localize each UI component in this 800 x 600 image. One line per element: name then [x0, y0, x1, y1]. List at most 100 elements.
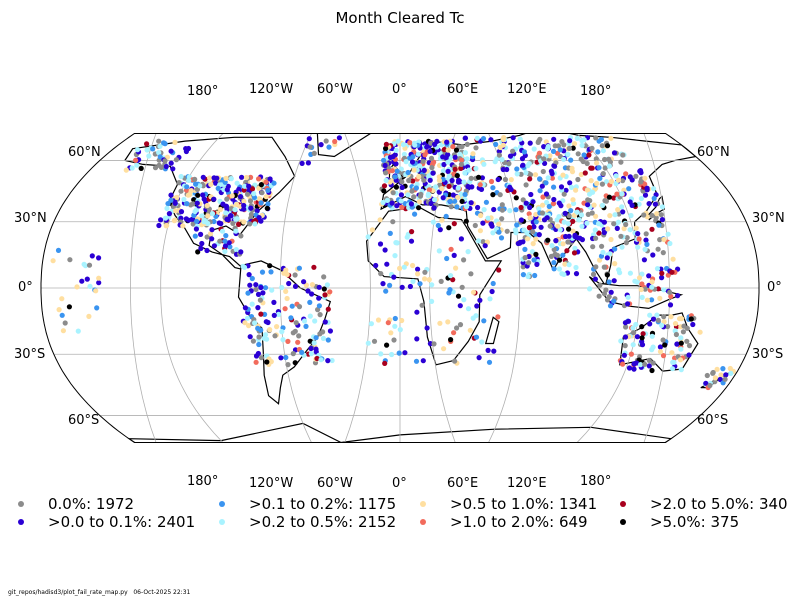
station-marker [303, 323, 309, 329]
station-marker [464, 204, 470, 210]
station-marker [544, 215, 550, 221]
station-marker [173, 208, 179, 214]
station-marker [184, 184, 190, 190]
station-marker [607, 159, 614, 165]
station-marker [436, 177, 442, 183]
station-marker [259, 190, 265, 196]
station-marker [659, 322, 665, 328]
station-marker [265, 187, 271, 193]
station-marker [172, 139, 178, 145]
station-marker [194, 218, 200, 224]
station-marker [603, 179, 610, 185]
station-marker [426, 173, 432, 179]
station-marker [634, 279, 640, 285]
lon-label-top-180e: 180° [580, 84, 612, 99]
station-marker [563, 233, 569, 240]
station-marker [551, 260, 557, 266]
station-marker [647, 321, 653, 327]
station-marker [622, 320, 629, 326]
station-marker [305, 288, 311, 294]
station-marker [241, 219, 247, 225]
station-marker [59, 312, 65, 318]
station-marker [409, 159, 416, 165]
lat-label-left-30s: 30°S [14, 347, 46, 362]
station-marker [279, 329, 285, 335]
legend-marker-0.5-to-1.0pct [420, 500, 426, 507]
station-marker [465, 249, 471, 255]
station-marker [418, 191, 424, 197]
station-marker [657, 237, 663, 243]
station-marker [433, 184, 439, 190]
station-marker [405, 169, 411, 176]
station-marker [191, 197, 197, 203]
station-marker [168, 192, 174, 198]
station-marker [467, 327, 473, 333]
station-marker [619, 204, 625, 210]
footer-script-path: git_repos/hadisd3/plot_fail_rate_map.py [8, 589, 128, 596]
station-marker [163, 223, 169, 229]
station-marker [168, 148, 174, 154]
station-marker [644, 297, 651, 303]
station-marker [199, 213, 205, 219]
station-marker [589, 145, 595, 151]
station-marker [577, 235, 583, 241]
station-marker [256, 341, 262, 348]
station-marker [217, 206, 223, 213]
station-marker [412, 211, 418, 217]
station-marker [168, 197, 174, 203]
station-marker [238, 249, 244, 255]
station-marker [639, 294, 645, 300]
station-marker [488, 221, 494, 227]
station-marker [601, 229, 607, 236]
station-marker [381, 188, 387, 194]
station-marker [539, 183, 545, 189]
station-marker [477, 297, 483, 303]
station-marker [405, 192, 411, 198]
station-marker [650, 252, 656, 258]
station-marker [650, 360, 656, 366]
station-marker [422, 269, 428, 275]
station-marker [578, 171, 584, 178]
station-marker [499, 156, 505, 163]
station-marker [371, 338, 378, 344]
lat-label-right-30n: 30°N [752, 211, 785, 226]
station-marker [228, 213, 234, 219]
station-marker [549, 243, 555, 249]
station-marker [204, 247, 210, 254]
station-marker [456, 177, 462, 183]
station-marker [406, 177, 412, 184]
station-marker [597, 257, 603, 263]
station-marker [525, 273, 531, 280]
station-marker [244, 315, 250, 321]
station-marker [434, 138, 440, 144]
station-marker [723, 372, 729, 378]
station-marker [518, 204, 524, 211]
station-marker [561, 142, 567, 148]
station-marker [720, 366, 726, 372]
station-marker [530, 229, 536, 235]
station-marker [429, 282, 435, 288]
station-marker [496, 221, 502, 227]
station-marker [573, 271, 580, 277]
station-marker [296, 265, 302, 271]
station-marker [602, 156, 608, 163]
station-marker [661, 236, 667, 243]
station-marker [455, 293, 462, 299]
station-marker [646, 201, 652, 207]
station-marker [252, 320, 258, 326]
station-marker [540, 202, 546, 208]
station-marker [543, 139, 549, 145]
station-marker [628, 351, 635, 357]
station-marker [192, 176, 198, 182]
station-marker [247, 221, 253, 227]
station-marker [506, 161, 512, 167]
station-marker [267, 263, 273, 269]
station-marker [607, 251, 613, 257]
station-marker [454, 204, 460, 210]
legend-label-2.0-to-5.0pct: >2.0 to 5.0%: 340 [650, 495, 788, 513]
station-marker [263, 179, 269, 185]
station-marker [649, 212, 655, 219]
station-marker [623, 240, 630, 246]
station-marker [638, 195, 645, 202]
station-marker [284, 295, 290, 302]
